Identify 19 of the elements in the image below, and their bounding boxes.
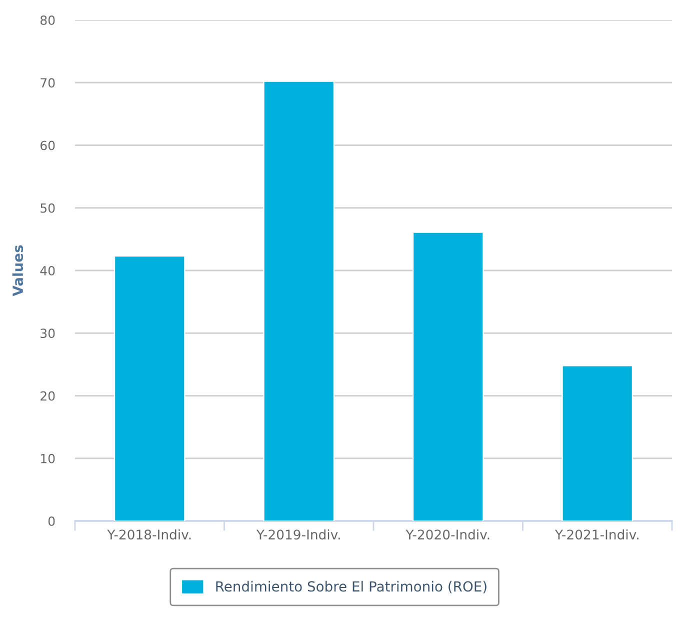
bar	[263, 80, 335, 521]
legend-label: Rendimiento Sobre El Patrimonio (ROE)	[216, 580, 486, 594]
x-tick-label: Y-2019-Indiv.	[256, 529, 340, 540]
y-tick-label: 70	[40, 78, 55, 88]
x-tick-label: Y-2020-Indiv.	[406, 529, 490, 540]
bar	[412, 232, 484, 521]
y-tick-label: 60	[40, 140, 55, 150]
bar	[562, 365, 634, 521]
y-tick-label: 20	[40, 391, 55, 401]
bar	[114, 256, 186, 521]
y-tick-label: 0	[48, 516, 55, 526]
x-tick-label: Y-2021-Indiv.	[554, 529, 638, 540]
y-axis-title: Values	[12, 245, 24, 296]
y-tick-label: 40	[40, 266, 55, 276]
y-tick-label: 10	[41, 454, 55, 464]
y-tick-label: 80	[40, 15, 55, 25]
y-tick-label: 30	[40, 328, 55, 338]
x-tick-label: Y-2018-Indiv.	[107, 529, 191, 540]
y-tick-label: 50	[40, 203, 55, 213]
